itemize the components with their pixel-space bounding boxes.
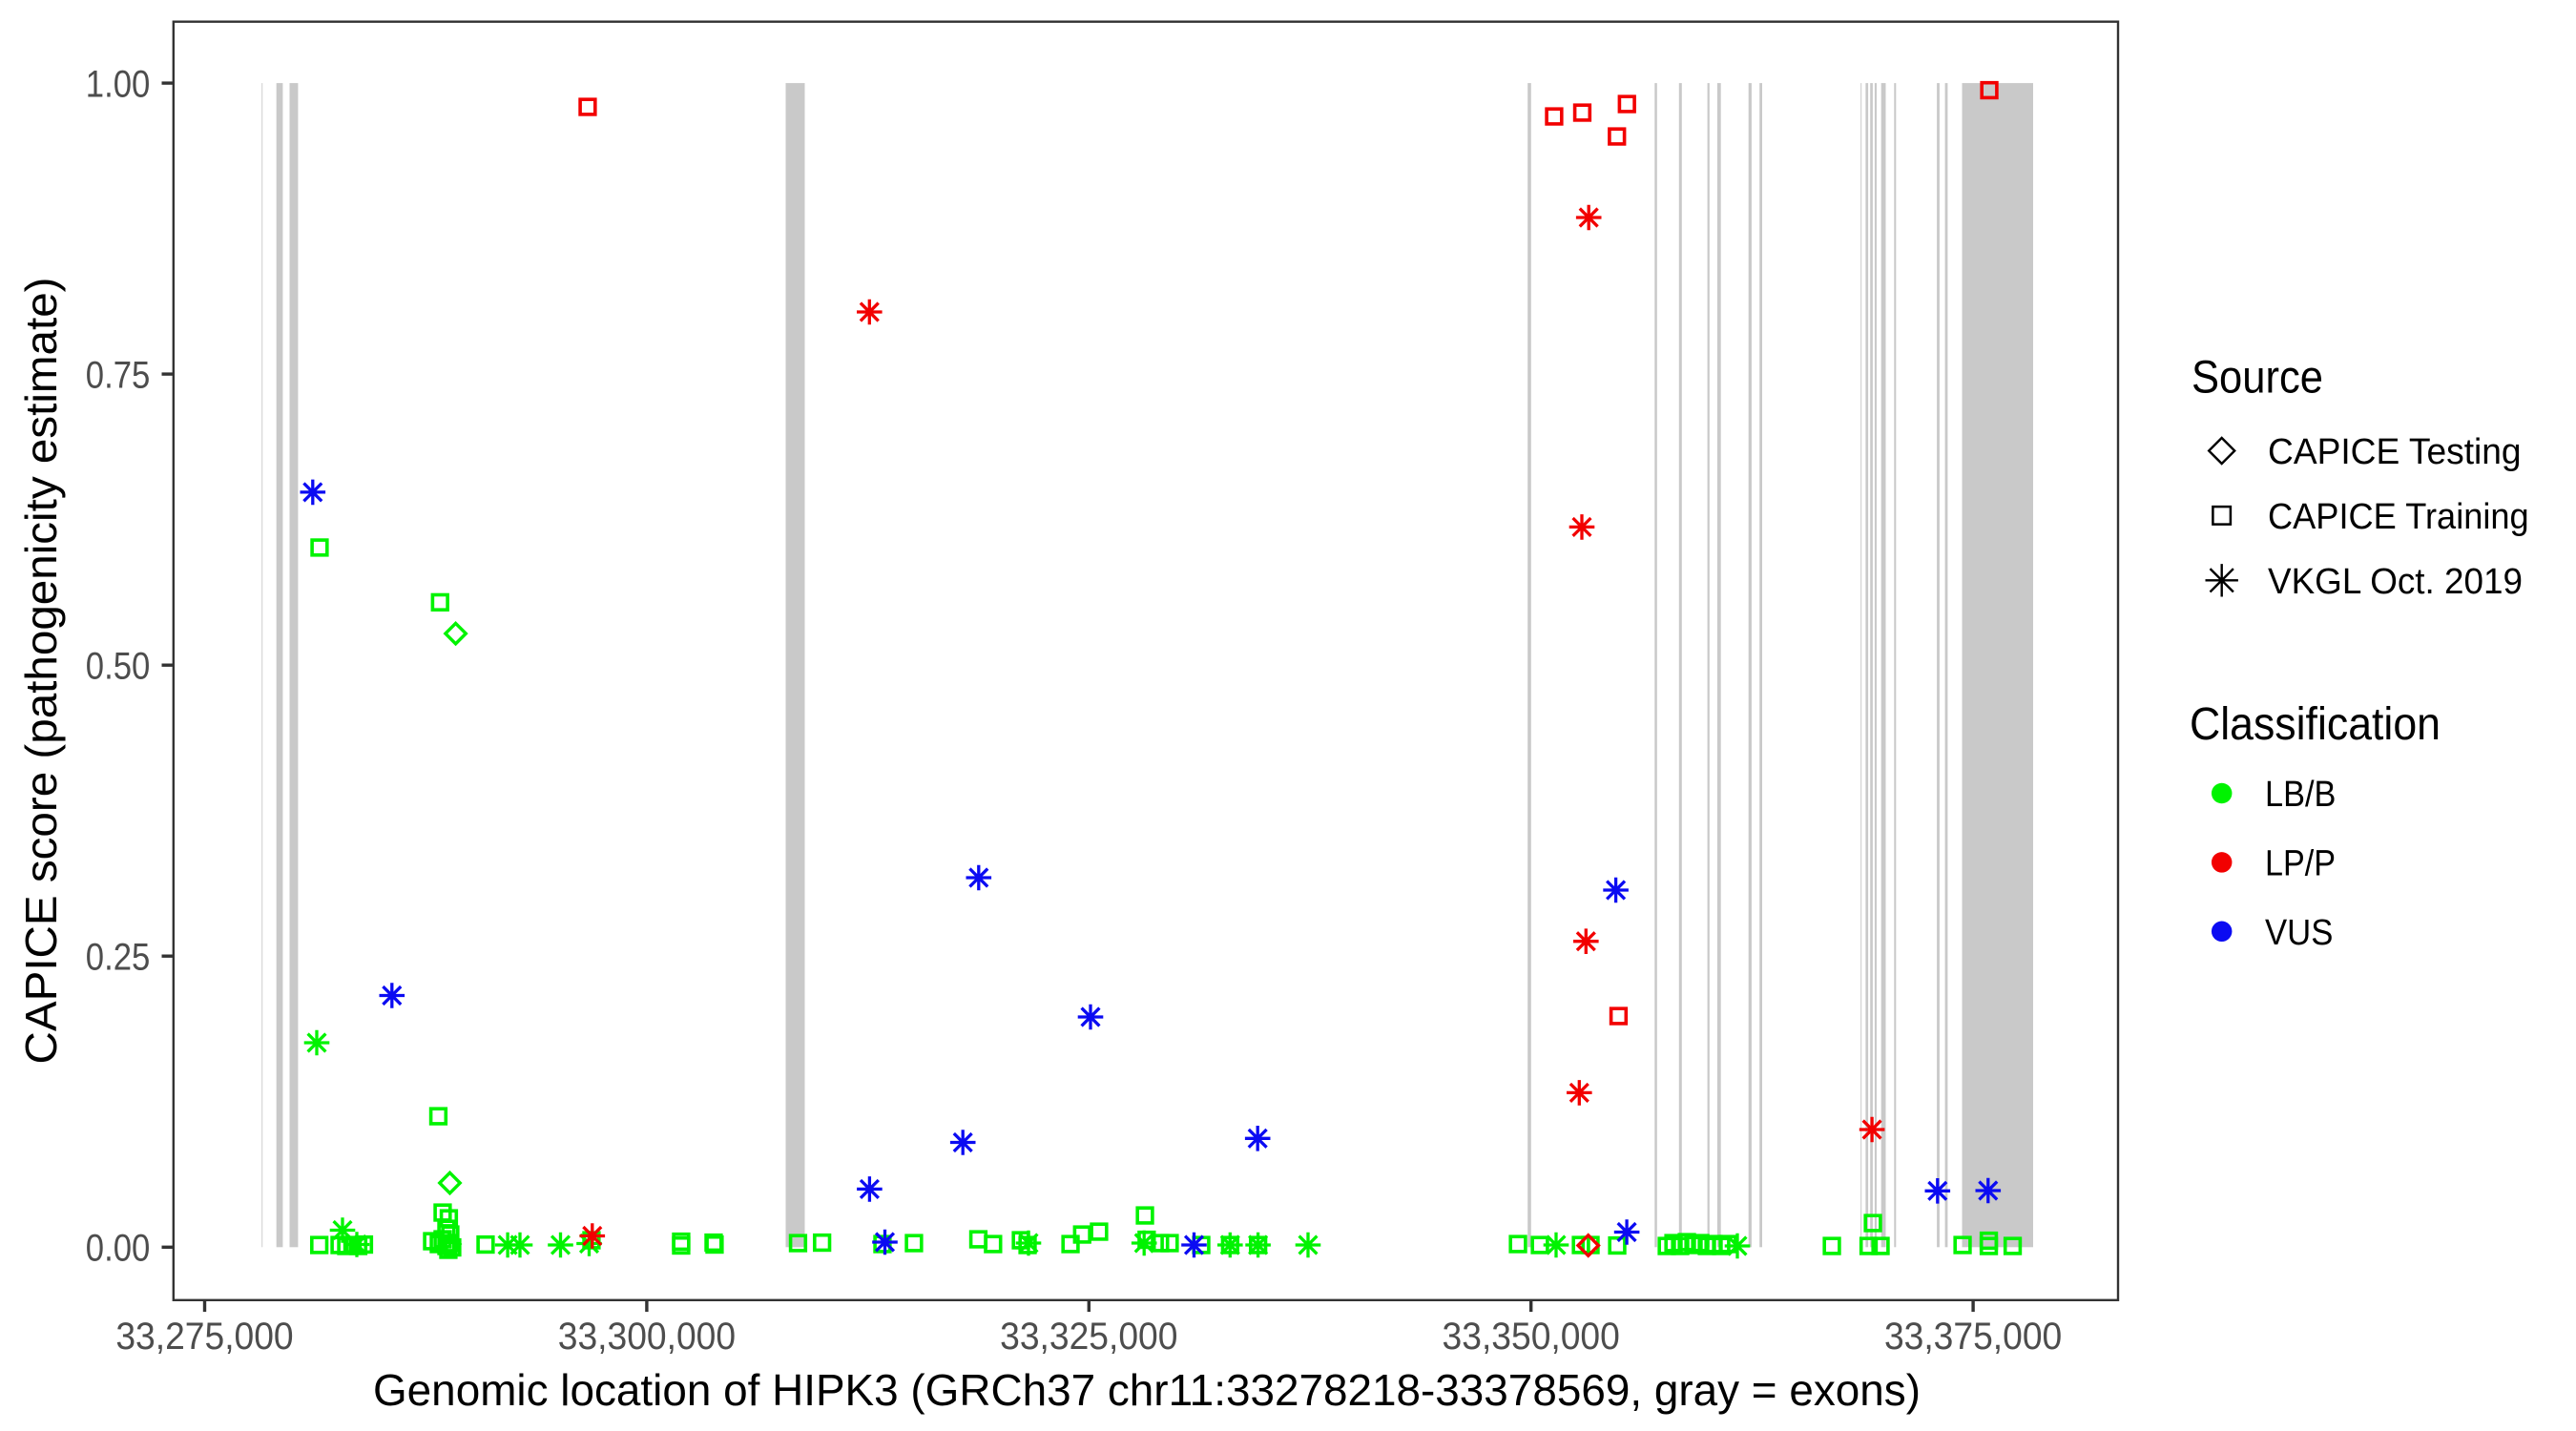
svg-text:0.50: 0.50 (86, 645, 151, 687)
svg-text:Classification: Classification (2190, 699, 2441, 750)
svg-text:33,275,000: 33,275,000 (115, 1316, 293, 1358)
svg-text:LB/B: LB/B (2265, 775, 2336, 815)
svg-text:0.00: 0.00 (86, 1228, 151, 1270)
svg-text:VUS: VUS (2265, 913, 2333, 953)
svg-text:VKGL Oct. 2019: VKGL Oct. 2019 (2268, 562, 2523, 602)
svg-text:CAPICE Training: CAPICE Training (2268, 497, 2529, 537)
svg-text:CAPICE score (pathogenicity es: CAPICE score (pathogenicity estimate) (16, 278, 66, 1065)
svg-text:33,325,000: 33,325,000 (1000, 1316, 1177, 1358)
svg-text:33,375,000: 33,375,000 (1884, 1316, 2062, 1358)
svg-text:Genomic location of HIPK3 (GRC: Genomic location of HIPK3 (GRCh37 chr11:… (373, 1365, 1921, 1415)
svg-text:0.25: 0.25 (86, 937, 151, 979)
svg-text:Source: Source (2192, 353, 2323, 404)
svg-text:33,300,000: 33,300,000 (558, 1316, 736, 1358)
svg-text:CAPICE Testing: CAPICE Testing (2268, 432, 2522, 472)
svg-text:LP/P: LP/P (2265, 844, 2336, 884)
svg-text:33,350,000: 33,350,000 (1443, 1316, 1620, 1358)
svg-text:1.00: 1.00 (86, 63, 151, 105)
svg-text:0.75: 0.75 (86, 354, 151, 396)
